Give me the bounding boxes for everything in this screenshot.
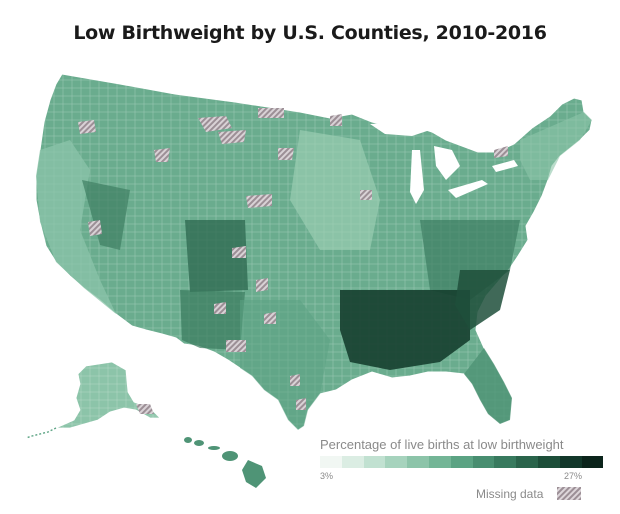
missing-patch-texas-2 — [296, 398, 306, 410]
great-lakes — [370, 122, 518, 204]
missing-patch-new-mexico-1 — [214, 302, 226, 314]
legend-swatch — [320, 456, 342, 468]
missing-patch-montana-1 — [198, 116, 232, 132]
legend-swatch — [341, 456, 364, 468]
legend-swatch — [472, 456, 495, 468]
lake-erie — [448, 180, 488, 198]
missing-patch-kansas — [256, 278, 268, 292]
lake-huron — [434, 146, 460, 180]
missing-patch-iowa — [360, 190, 372, 200]
shading-regions — [36, 112, 592, 430]
missing-patch-alaska — [136, 404, 154, 414]
legend-swatch — [559, 456, 582, 468]
legend-title: Percentage of live births at low birthwe… — [320, 437, 564, 452]
hawaii-island-oahu — [194, 440, 204, 446]
missing-patch-colorado — [232, 246, 246, 258]
missing-patch-dakota-2 — [278, 148, 294, 160]
legend-min-label: 3% — [320, 471, 334, 481]
hawaii-island-maui — [222, 451, 238, 461]
hawaii-island-molokai — [208, 446, 220, 450]
missing-patch-texas-1 — [290, 374, 300, 386]
missing-patch-new-mexico-2 — [226, 340, 246, 352]
missing-data-patches — [78, 108, 508, 410]
legend-color-scale — [320, 456, 604, 468]
northeast-light-region — [520, 112, 592, 180]
aleutian-islands — [25, 427, 57, 439]
hawaii-island-big — [242, 460, 266, 488]
legend-max-label: 27% — [563, 471, 582, 481]
west-coast-light-region — [36, 140, 116, 314]
missing-data-label: Missing data — [476, 487, 544, 501]
missing-patch-wyoming — [154, 148, 170, 162]
legend-swatch — [428, 456, 451, 468]
texas-region — [240, 300, 330, 430]
nevada-dark-region — [82, 180, 130, 250]
legend-swatch — [581, 456, 604, 468]
colorado-dark-region — [185, 220, 248, 292]
missing-patch-montana-2 — [218, 130, 246, 144]
missing-patch-nebraska — [246, 194, 272, 208]
carolinas-dark-region — [455, 270, 510, 330]
missing-patch-north-dakota — [258, 108, 284, 118]
legend-swatch — [407, 456, 429, 468]
hawaii-island-kauai — [184, 437, 192, 443]
missing-data-swatch — [557, 487, 581, 500]
missing-patch-idaho — [78, 120, 96, 134]
missing-patch-nevada — [88, 220, 102, 236]
legend-swatch — [516, 456, 538, 468]
missing-patch-oklahoma — [264, 312, 276, 324]
legend-swatch — [494, 456, 517, 468]
lake-michigan — [410, 150, 424, 204]
map-title: Low Birthweight by U.S. Counties, 2010-2… — [73, 22, 547, 44]
legend-swatch — [363, 456, 386, 468]
great-plains-light-region — [290, 130, 380, 250]
deep-south-darkest-region — [340, 290, 470, 370]
new-mexico-dark-region — [180, 290, 245, 350]
hawaii — [184, 437, 266, 488]
legend-swatch — [385, 456, 408, 468]
florida-region — [464, 348, 512, 424]
lake-superior — [370, 122, 430, 136]
legend-swatch — [537, 456, 560, 468]
missing-patch-northeast — [494, 146, 508, 158]
missing-patch-minnesota — [330, 114, 342, 126]
legend-swatch — [450, 456, 473, 468]
lake-ontario — [492, 160, 518, 172]
